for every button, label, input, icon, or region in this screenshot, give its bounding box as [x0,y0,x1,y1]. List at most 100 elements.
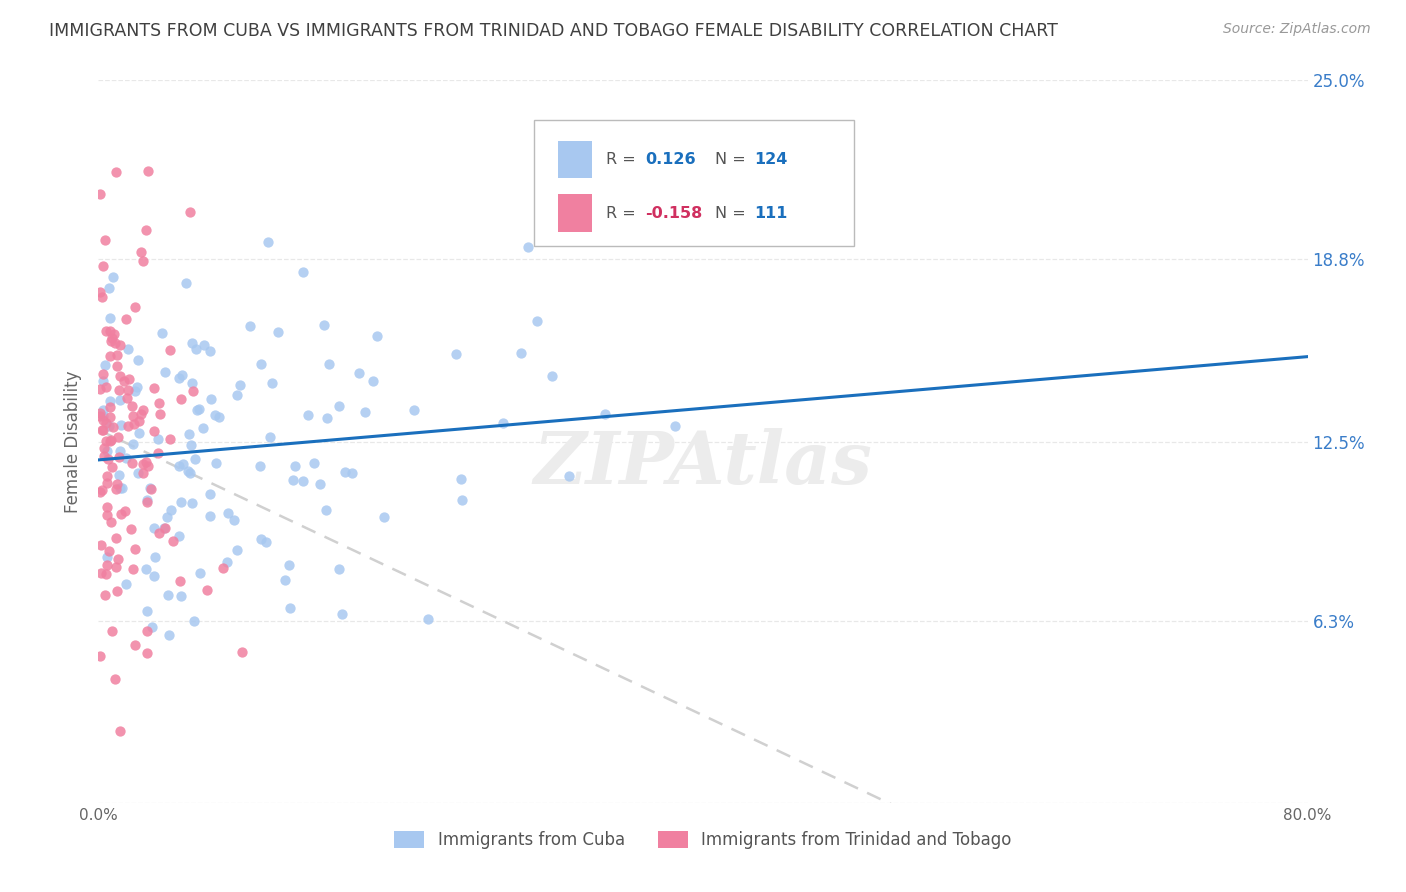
Legend: Immigrants from Cuba, Immigrants from Trinidad and Tobago: Immigrants from Cuba, Immigrants from Tr… [388,824,1018,856]
Point [153,521,176,535]
Point [280,600,302,615]
Point [181,376,204,390]
Point [200,487,222,501]
Point [142,424,165,438]
Point [124,542,146,557]
Point [96,508,118,523]
Point [93,367,115,381]
Point [190,566,212,580]
Point [127,352,149,367]
Point [91,259,114,273]
Point [312,318,335,332]
Point [94,380,117,394]
Point [93,359,115,373]
Point [239,318,262,333]
Point [101,331,124,345]
Point [135,455,157,469]
Point [526,314,548,328]
Point [188,401,211,416]
Point [91,424,114,438]
Point [104,164,127,178]
Point [363,374,385,388]
Point [136,494,159,508]
Point [200,392,222,406]
Point [96,469,118,483]
Point [94,233,117,247]
Point [250,532,273,546]
Text: Source: ZipAtlas.com: Source: ZipAtlas.com [1223,22,1371,37]
Point [124,417,146,432]
Y-axis label: Female Disability: Female Disability [65,370,83,513]
Point [450,472,472,486]
Point [254,535,277,549]
Point [96,476,118,491]
Point [225,543,247,558]
Point [257,235,280,249]
Point [557,468,579,483]
Point [402,403,425,417]
Point [162,533,184,548]
Point [108,393,131,408]
Point [136,604,159,618]
Point [98,393,121,408]
Point [169,371,191,385]
Point [284,459,307,474]
Point [231,645,253,659]
Point [90,483,112,498]
Point [104,335,127,350]
Point [128,414,150,428]
Point [250,357,273,371]
Point [108,383,131,397]
Text: IMMIGRANTS FROM CUBA VS IMMIGRANTS FROM TRINIDAD AND TOBAGO FEMALE DISABILITY CO: IMMIGRANTS FROM CUBA VS IMMIGRANTS FROM … [49,22,1059,40]
Point [207,409,229,424]
Point [93,449,115,463]
Point [186,403,208,417]
Point [148,526,170,541]
Point [89,406,111,420]
Text: N =: N = [716,205,751,220]
Point [212,561,235,575]
Point [105,560,128,574]
Point [143,569,166,583]
Point [366,329,388,343]
Point [315,503,337,517]
Point [292,474,315,488]
Point [100,434,122,448]
Point [136,164,159,178]
Text: R =: R = [606,205,641,220]
Point [107,450,129,465]
Point [304,456,326,470]
Point [105,482,128,496]
Point [132,253,155,268]
Point [97,281,120,295]
Point [96,558,118,573]
Point [278,558,301,572]
Point [183,614,205,628]
Point [149,407,172,421]
Point [91,413,114,427]
Point [90,538,112,552]
Point [204,409,226,423]
Point [333,465,356,479]
Point [101,269,124,284]
Point [229,378,252,392]
Point [318,357,340,371]
Point [101,459,124,474]
Point [450,493,472,508]
Point [108,723,131,738]
Point [205,456,228,470]
Point [98,400,121,414]
Point [316,411,339,425]
Point [136,492,159,507]
Point [103,420,125,434]
Point [297,408,319,422]
Point [153,365,176,379]
Point [308,477,330,491]
Point [128,426,150,441]
Point [100,515,122,529]
Text: 111: 111 [754,205,787,220]
Point [200,344,222,359]
Point [103,326,125,341]
Point [97,452,120,467]
Point [172,457,194,471]
